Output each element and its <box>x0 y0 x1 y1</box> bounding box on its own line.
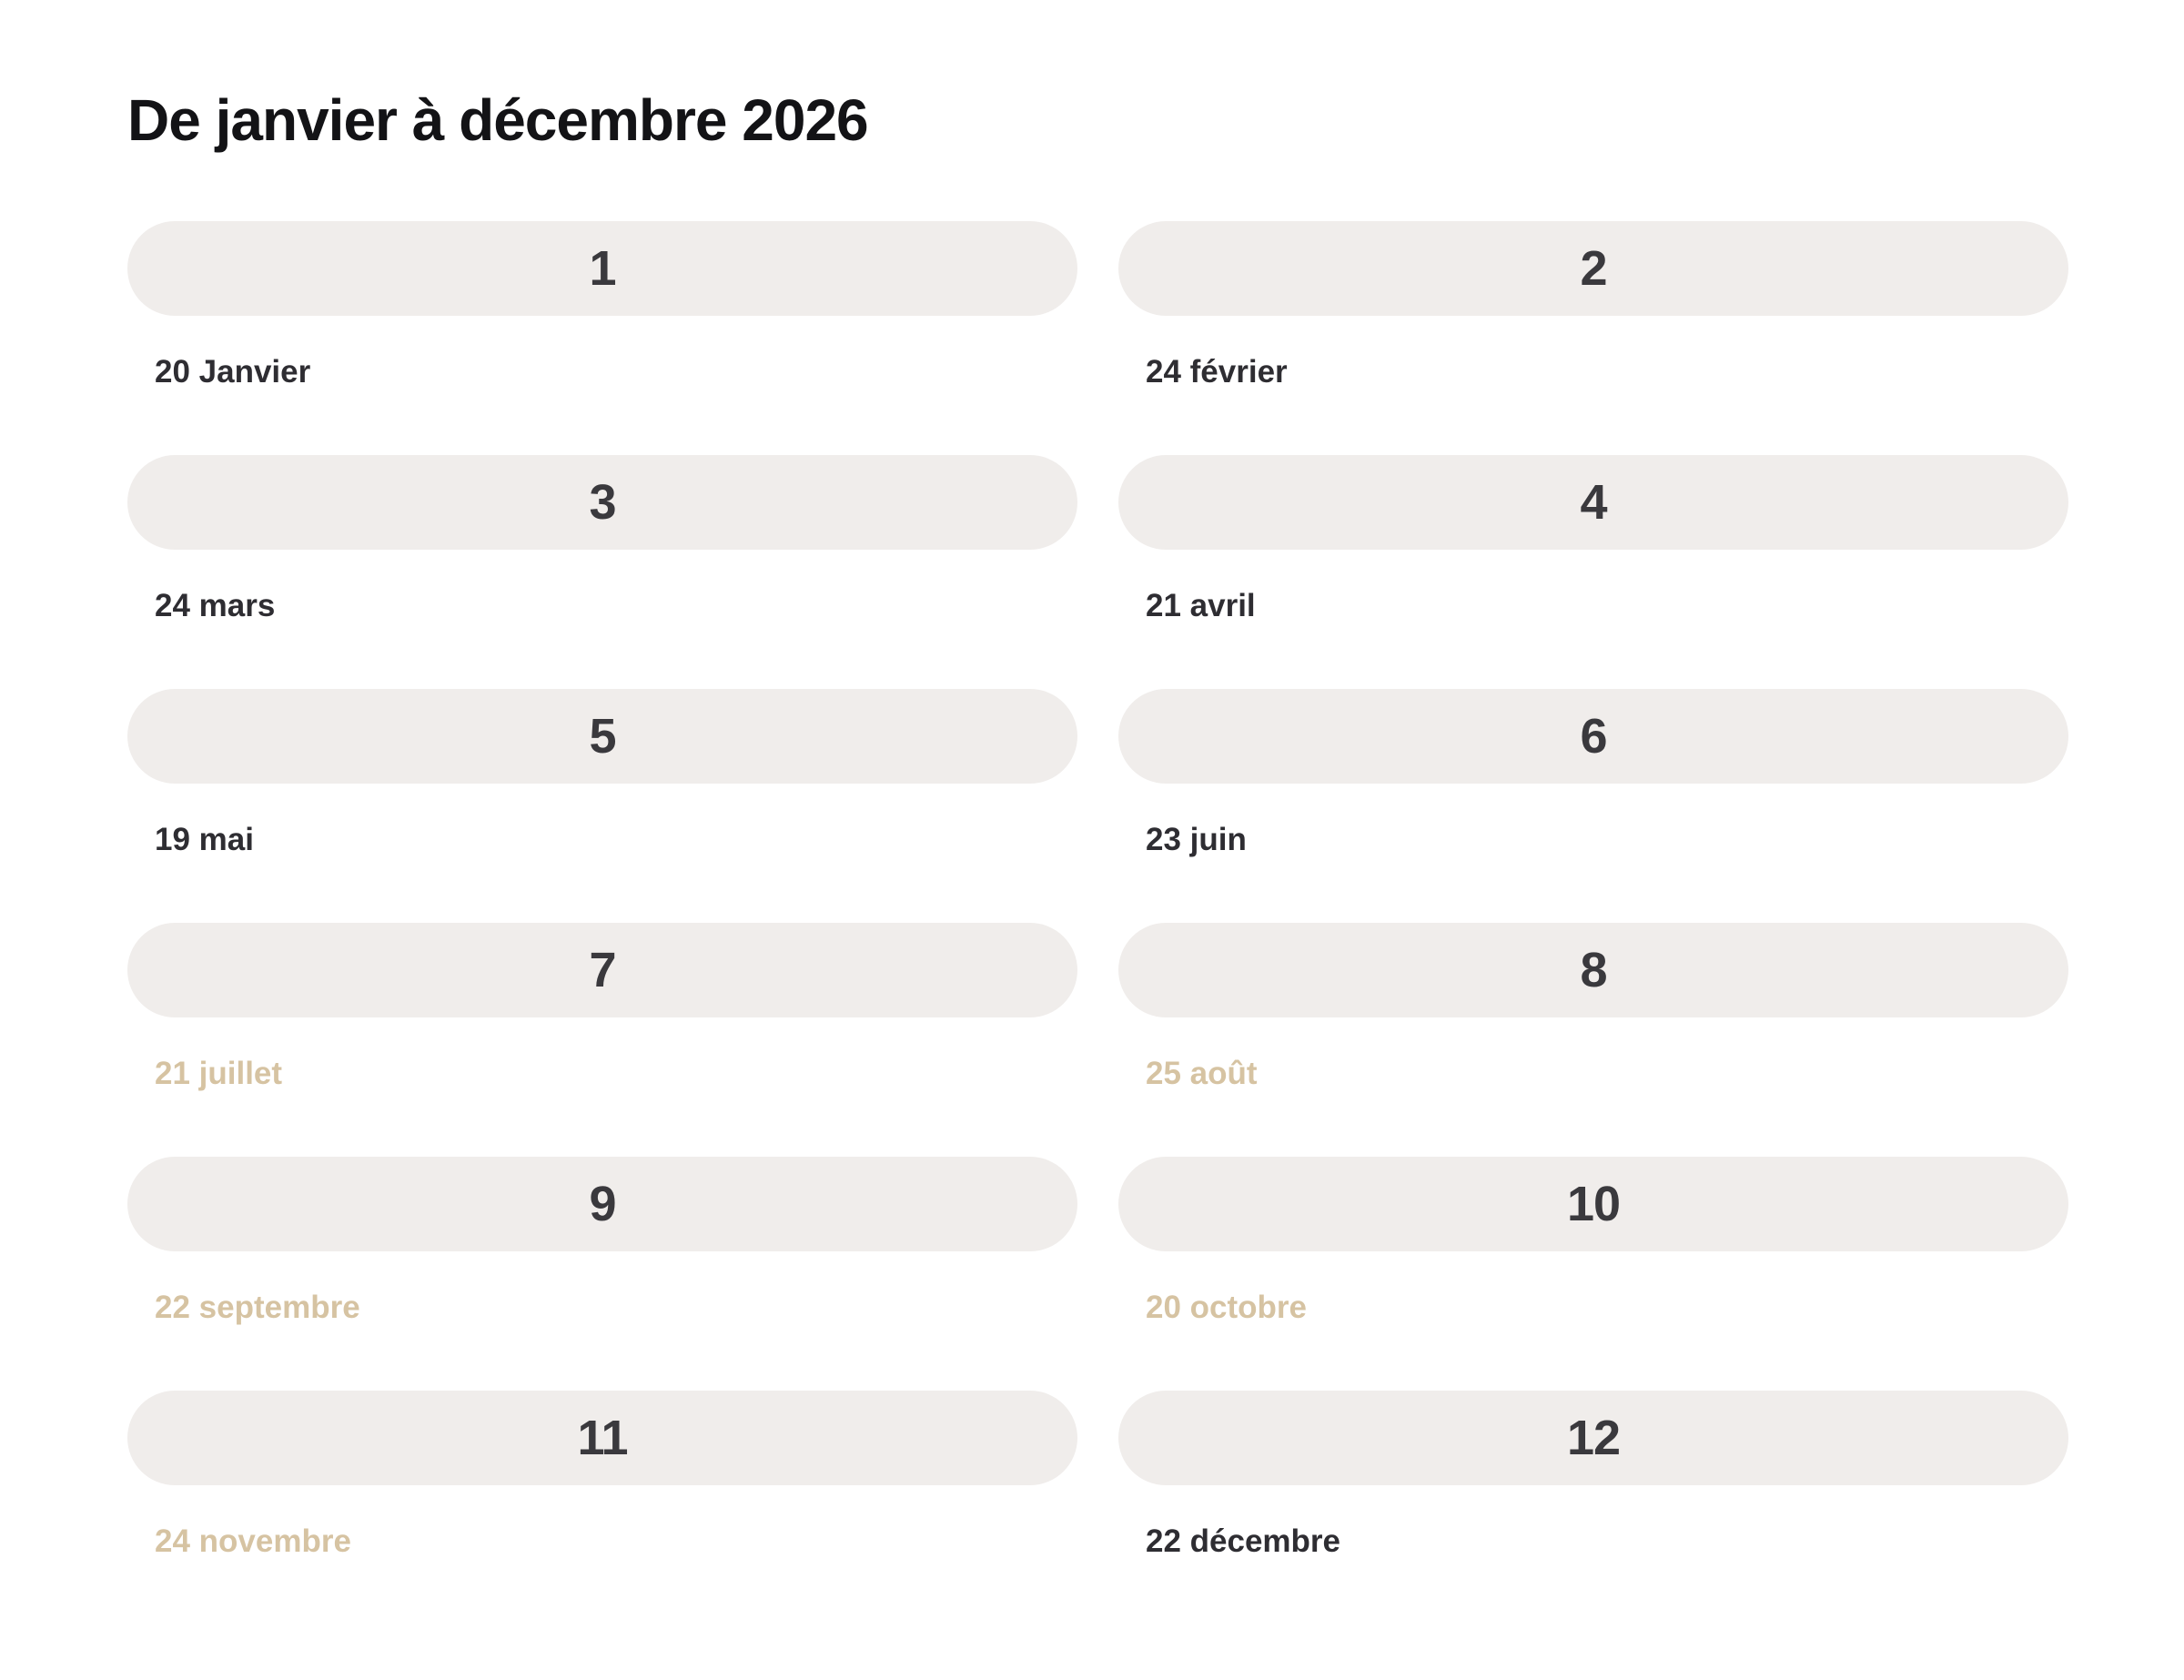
period-item: 12 22 décembre <box>1118 1391 2068 1561</box>
period-number: 8 <box>1580 943 1607 997</box>
period-number-pill: 5 <box>127 689 1077 784</box>
period-number-pill: 12 <box>1118 1391 2068 1485</box>
period-date-label: 24 novembre <box>155 1523 351 1559</box>
period-item: 3 24 mars <box>127 455 1077 625</box>
period-date-label: 21 juillet <box>155 1056 283 1091</box>
period-number: 1 <box>589 241 616 296</box>
period-date-label: 20 octobre <box>1146 1290 1307 1325</box>
period-number: 12 <box>1566 1411 1621 1465</box>
period-number-pill: 1 <box>127 221 1077 316</box>
period-date-label: 24 mars <box>155 588 276 623</box>
period-number-pill: 6 <box>1118 689 2068 784</box>
period-number: 6 <box>1580 709 1607 764</box>
period-item: 6 23 juin <box>1118 689 2068 859</box>
period-date-label: 22 décembre <box>1146 1523 1341 1559</box>
period-item: 1 20 Janvier <box>127 221 1077 391</box>
period-date-label: 20 Janvier <box>155 354 311 390</box>
period-item: 8 25 août <box>1118 923 2068 1093</box>
period-item: 10 20 octobre <box>1118 1157 2068 1327</box>
period-date-label: 21 avril <box>1146 588 1256 623</box>
period-number-pill: 8 <box>1118 923 2068 1017</box>
period-number: 7 <box>589 943 616 997</box>
period-number-pill: 3 <box>127 455 1077 550</box>
periods-grid: 1 20 Janvier 2 24 février 3 24 mars 4 21… <box>127 221 2068 1624</box>
period-number: 5 <box>589 709 616 764</box>
period-date-label: 24 février <box>1146 354 1288 390</box>
period-item: 7 21 juillet <box>127 923 1077 1093</box>
period-number-pill: 10 <box>1118 1157 2068 1251</box>
period-item: 2 24 février <box>1118 221 2068 391</box>
period-item: 4 21 avril <box>1118 455 2068 625</box>
period-number-pill: 7 <box>127 923 1077 1017</box>
period-date-label: 19 mai <box>155 822 254 857</box>
period-number: 3 <box>589 475 616 530</box>
period-item: 9 22 septembre <box>127 1157 1077 1327</box>
period-number: 10 <box>1566 1177 1621 1231</box>
period-number: 11 <box>577 1411 628 1465</box>
period-number-pill: 2 <box>1118 221 2068 316</box>
period-number: 9 <box>589 1177 616 1231</box>
period-number-pill: 4 <box>1118 455 2068 550</box>
page-title: De janvier à décembre 2026 <box>127 87 869 153</box>
period-number: 2 <box>1580 241 1607 296</box>
period-item: 11 24 novembre <box>127 1391 1077 1561</box>
period-date-label: 22 septembre <box>155 1290 360 1325</box>
period-date-label: 25 août <box>1146 1056 1258 1091</box>
period-number: 4 <box>1580 475 1607 530</box>
period-date-label: 23 juin <box>1146 822 1247 857</box>
period-number-pill: 11 <box>127 1391 1077 1485</box>
period-item: 5 19 mai <box>127 689 1077 859</box>
period-number-pill: 9 <box>127 1157 1077 1251</box>
